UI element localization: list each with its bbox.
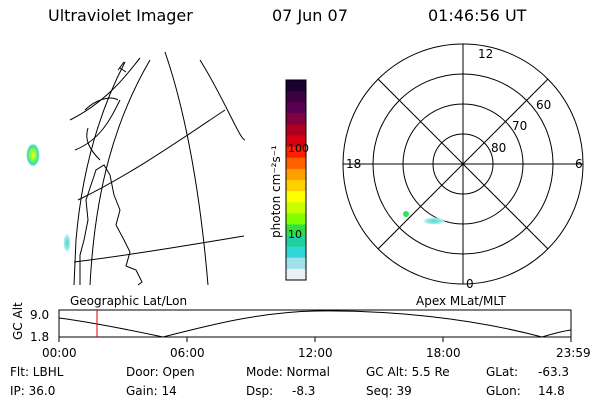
polar-plot	[342, 43, 584, 285]
colorbar-swatch	[286, 102, 306, 114]
colorbar-swatch	[286, 146, 306, 159]
colorbar-unit-label: photon cm⁻²s⁻¹	[269, 145, 283, 238]
lon-line	[77, 109, 226, 201]
lon-line	[69, 57, 141, 121]
lon-line	[117, 61, 127, 73]
colorbar-swatch	[286, 157, 306, 170]
instrument-title: Ultraviolet Imager	[48, 6, 193, 25]
colorbar-swatch	[286, 124, 306, 137]
orbit-ytick-top: 9.0	[30, 308, 50, 322]
colorbar-swatch	[286, 180, 306, 192]
lat-line	[164, 51, 209, 286]
lat-line	[199, 59, 246, 141]
colorbar-frame	[285, 79, 307, 281]
door-info: Door: Open	[126, 365, 195, 379]
mlt-diagonal	[377, 78, 549, 250]
colorbar-swatch	[286, 202, 306, 214]
mlt-label-noon: 12	[478, 47, 494, 61]
colorbar	[285, 79, 307, 281]
orbit-ytick-bottom: 1.8	[30, 330, 50, 344]
mlt-label-dawn: 6	[575, 157, 583, 171]
glat-label: GLat:	[486, 365, 519, 379]
colorbar-swatch	[286, 235, 306, 248]
mlt-label-midnight: 0	[466, 277, 474, 291]
geographic-map	[26, 51, 246, 286]
date-label: 07 Jun 07	[272, 6, 348, 25]
dsp-label: Dsp:	[246, 384, 274, 398]
orbit-xtick: 00:00	[42, 346, 77, 360]
apex-panel-label: Apex MLat/MLT	[416, 294, 506, 308]
colorbar-swatch	[286, 135, 306, 148]
gc-alt-info: GC Alt: 5.5 Re	[366, 365, 450, 379]
geographic-panel-label: Geographic Lat/Lon	[70, 294, 188, 308]
glon-label: GLon:	[486, 384, 521, 398]
glat-value: -63.3	[538, 365, 570, 379]
aurora-emission-faint	[63, 233, 71, 253]
colorbar-swatch	[286, 268, 306, 281]
polar-emission-spot	[403, 211, 409, 217]
orbit-plot	[58, 309, 572, 342]
altitude-curve	[58, 310, 572, 338]
lat-line	[86, 127, 101, 161]
colorbar-swatch	[286, 80, 306, 92]
gain-info: Gain: 14	[126, 384, 177, 398]
orbit-xtick: 12:00	[298, 346, 333, 360]
colorbar-swatch	[286, 224, 306, 237]
dsp-value: -8.3	[292, 384, 316, 398]
colorbar-swatch	[286, 246, 306, 259]
coastline	[79, 164, 143, 286]
lon-line	[84, 97, 119, 111]
filter-info: Flt: LBHL	[10, 365, 64, 379]
mlt-label-dusk: 18	[346, 157, 362, 171]
aurora-emission-spot	[26, 143, 40, 167]
orbit-xtick: 23:59	[556, 346, 591, 360]
seq-info: Seq: 39	[366, 384, 412, 398]
lon-line	[74, 99, 121, 151]
colorbar-swatch	[286, 257, 306, 270]
lat-line	[89, 59, 151, 286]
mode-info: Mode: Normal	[246, 365, 330, 379]
orbit-xtick: 06:00	[170, 346, 205, 360]
lat-line	[73, 61, 126, 286]
mlat-label-80: 80	[491, 141, 507, 155]
colorbar-swatch	[286, 191, 306, 203]
glon-value: 14.8	[538, 384, 565, 398]
orbit-ylabel: GC Alt	[11, 302, 25, 340]
colorbar-swatch	[286, 113, 306, 125]
mlat-label-70: 70	[512, 119, 528, 133]
colorbar-tick-100: 100	[288, 142, 309, 155]
colorbar-swatch	[286, 91, 306, 103]
colorbar-swatch	[286, 168, 306, 181]
orbit-plot-frame	[58, 309, 572, 338]
colorbar-swatch	[286, 213, 306, 225]
polar-emission-faint	[422, 217, 446, 225]
time-label: 01:46:56 UT	[428, 6, 527, 25]
mlat-label-60: 60	[536, 98, 552, 112]
lon-line	[73, 235, 245, 263]
orbit-xtick: 18:00	[426, 346, 461, 360]
colorbar-tick-10: 10	[288, 228, 302, 241]
ip-info: IP: 36.0	[10, 384, 56, 398]
